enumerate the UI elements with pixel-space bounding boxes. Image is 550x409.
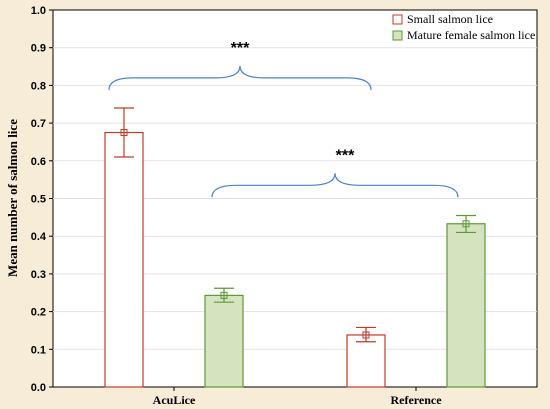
y-tick-label: 0.7 [31,118,46,130]
bar [446,223,486,388]
significance-bracket [108,65,372,90]
mean-marker [220,291,228,299]
mean-marker [362,331,370,339]
y-tick-label: 0.1 [31,344,46,356]
mean-marker [462,220,470,228]
y-tick-label: 0.5 [31,194,46,206]
legend-label: Small salmon lice [407,12,493,26]
y-tick-label: 0.0 [31,382,46,394]
y-tick-label: 0.8 [31,80,46,92]
legend-swatch [392,30,403,41]
x-tick-label: Reference [390,393,442,407]
legend-swatch [392,14,403,25]
significance-bracket [211,173,459,198]
y-tick-label: 0.2 [31,307,46,319]
x-tick-label: AcuLice [153,393,196,407]
y-tick-label: 0.9 [31,43,46,55]
y-tick-label: 0.6 [31,156,46,168]
y-axis-title: Mean number of salmon lice [5,119,20,277]
legend-label: Mature female salmon lice [407,28,535,42]
y-tick-label: 1.0 [31,5,46,17]
significance-label: *** [336,147,355,164]
significance-label: *** [231,40,250,57]
mean-marker [120,129,128,137]
bar [346,334,386,388]
bar [204,294,244,388]
y-tick-label: 0.4 [31,231,47,243]
bar [104,131,144,388]
y-tick-label: 0.3 [31,269,46,281]
